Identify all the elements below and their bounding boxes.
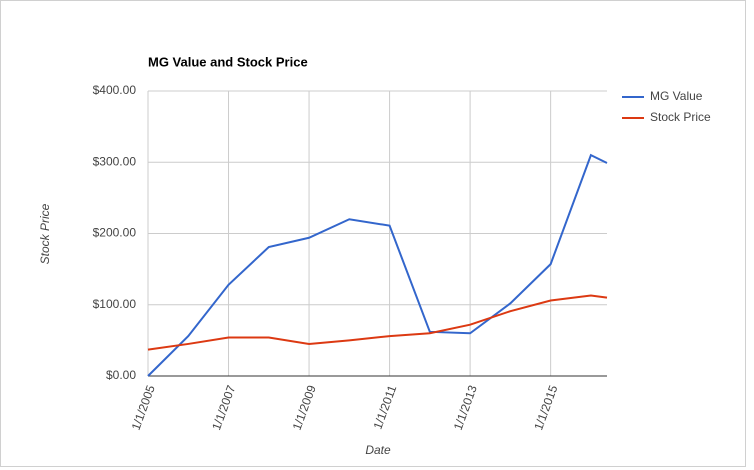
y-tick-label: $100.00: [93, 297, 137, 311]
y-tick-label: $400.00: [93, 83, 137, 97]
y-tick-label: $0.00: [106, 368, 136, 382]
legend-label: MG Value: [650, 89, 703, 103]
y-tick-label: $200.00: [93, 226, 137, 240]
data-line: [147, 153, 608, 377]
y-axis-title: Stock Price: [38, 203, 52, 264]
data-line: [147, 294, 608, 351]
x-axis-title: Date: [365, 443, 391, 457]
legend-label: Stock Price: [650, 110, 711, 124]
chart-title: MG Value and Stock Price: [148, 54, 308, 69]
y-tick-label: $300.00: [93, 154, 137, 168]
